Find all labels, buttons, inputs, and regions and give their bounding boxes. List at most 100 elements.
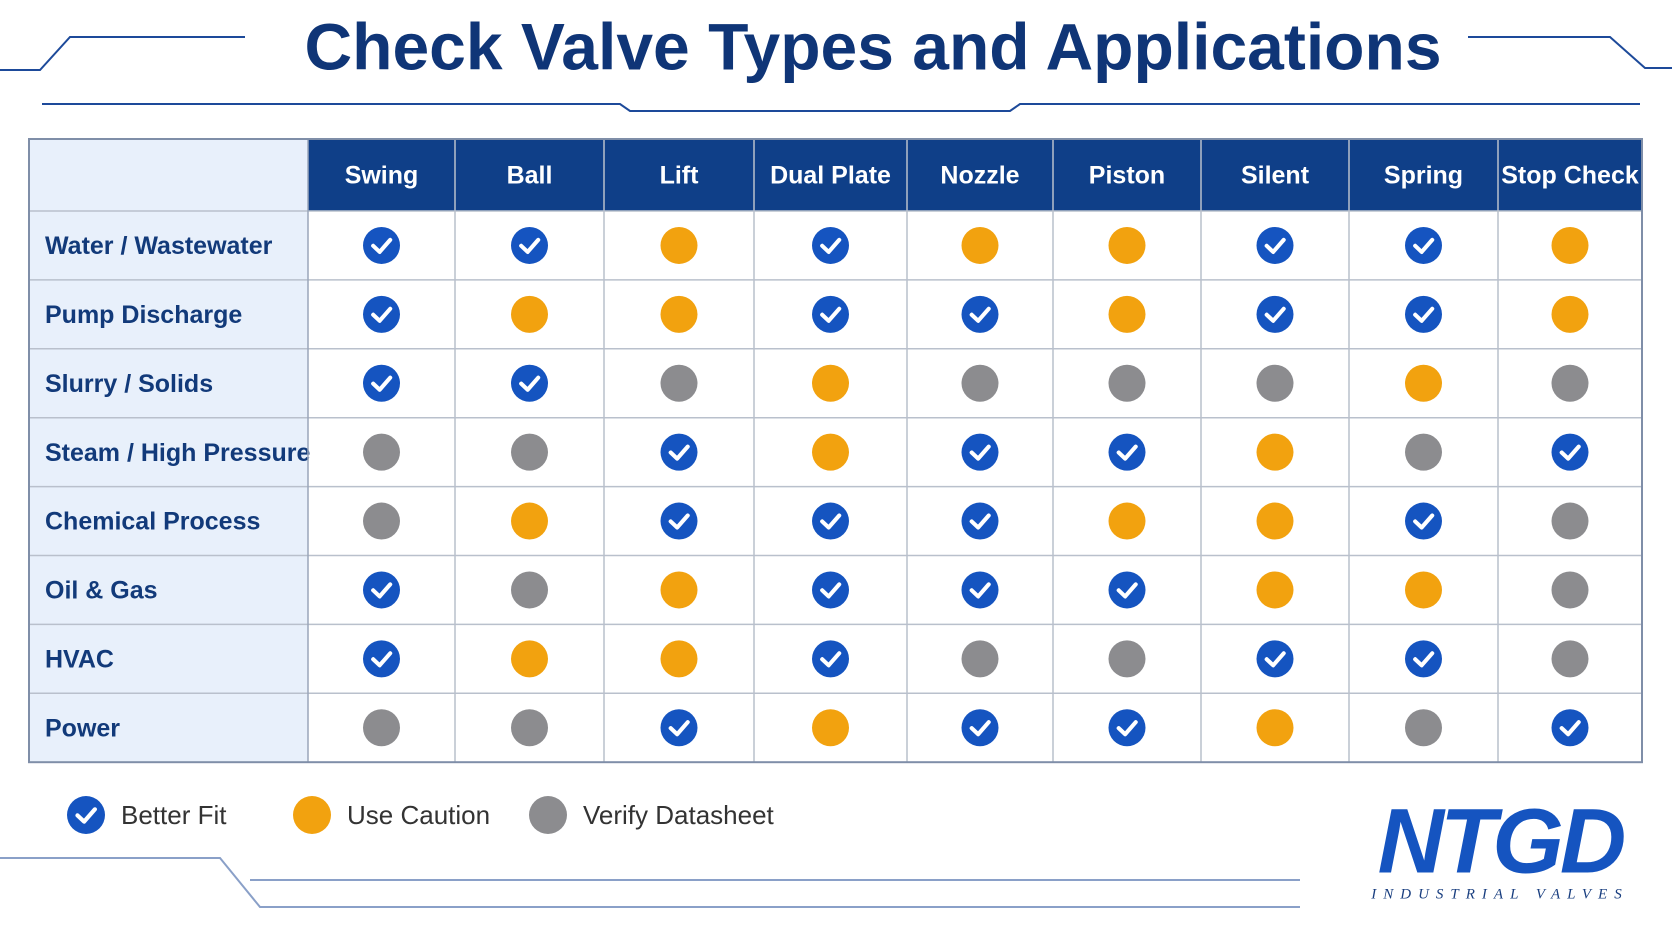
check-mark [668, 513, 690, 530]
status-icon [511, 295, 548, 333]
status-icon [1551, 226, 1589, 264]
status-icon [660, 433, 698, 471]
status-icon [1256, 364, 1294, 402]
status-icon [812, 226, 849, 264]
status-icon [1551, 640, 1589, 678]
status-icon [961, 502, 999, 540]
row-label: Chemical Process [45, 508, 260, 536]
check-mark [371, 306, 393, 323]
table: Swing Ball Lift Dual Plate Nozzle Piston Silen… [28, 138, 1643, 764]
status-icon [511, 571, 548, 609]
status-icon [363, 571, 400, 609]
status-icon [1108, 640, 1146, 678]
status-icon [1256, 433, 1294, 471]
status-icon [511, 709, 548, 747]
status-icon [1551, 364, 1589, 402]
status-icon [812, 502, 849, 540]
status-icon [961, 295, 999, 333]
check-mark [969, 306, 991, 323]
check-mark [1116, 720, 1138, 737]
check-mark [1413, 306, 1435, 323]
check-mark [1413, 513, 1435, 530]
status-icon [660, 640, 698, 678]
check-mark [371, 651, 393, 668]
status-icon [1405, 640, 1442, 678]
check-mark [1116, 444, 1138, 461]
check-mark [1413, 237, 1435, 254]
legend-label: Use Caution [347, 800, 490, 830]
status-icon [511, 226, 548, 264]
status-icon [1108, 709, 1146, 747]
status-icon [961, 571, 999, 609]
logo-tagline: INDUSTRIAL VALVES [1370, 886, 1628, 902]
header-row [308, 139, 1642, 211]
logo-name: NTGD [1378, 790, 1624, 892]
check-mark [1264, 651, 1286, 668]
status-icon [1256, 709, 1294, 747]
check-mark [820, 306, 842, 323]
status-icon [660, 295, 698, 333]
check-mark [1559, 720, 1581, 737]
check-mark [1264, 237, 1286, 254]
status-icon [1551, 571, 1589, 609]
status-icon [961, 709, 999, 747]
status-icon [363, 226, 400, 264]
check-mark [820, 237, 842, 254]
status-icon [1108, 502, 1146, 540]
column-header: Piston [1089, 162, 1165, 190]
status-icon [363, 433, 400, 471]
decoration [0, 36, 1672, 908]
status-icon [363, 502, 400, 540]
status-icon [961, 364, 999, 402]
table-border [28, 138, 1643, 764]
status-icon [1256, 571, 1294, 609]
logo: NTGD INDUSTRIAL VALVES [1370, 790, 1628, 902]
check-mark [969, 720, 991, 737]
corner-cell [29, 139, 308, 211]
status-icon [961, 226, 999, 264]
status-icon [812, 640, 849, 678]
column-header: Dual Plate [770, 162, 891, 190]
status-icon [511, 640, 548, 678]
column-header: Lift [660, 162, 700, 190]
status-icon [511, 364, 548, 402]
status-icon [961, 640, 999, 678]
status-icon [363, 640, 400, 678]
legend-label: Verify Datasheet [583, 800, 775, 830]
status-icon [1405, 502, 1442, 540]
check-mark [519, 237, 541, 254]
status-icon [1108, 364, 1146, 402]
check-mark [1559, 444, 1581, 461]
check-mark [820, 582, 842, 599]
row-label: Slurry / Solids [45, 370, 213, 398]
status-icon [961, 433, 999, 471]
status-icon [660, 709, 698, 747]
check-mark [1116, 582, 1138, 599]
status-icon [1256, 295, 1294, 333]
status-icon [1256, 502, 1294, 540]
column-header: Spring [1384, 162, 1463, 190]
status-icon [1551, 502, 1589, 540]
status-icon [293, 796, 331, 834]
status-icon [1405, 433, 1442, 471]
check-mark [668, 444, 690, 461]
status-icon [660, 364, 698, 402]
check-mark [668, 720, 690, 737]
status-icon [1108, 295, 1146, 333]
check-mark [969, 444, 991, 461]
status-icon [1551, 709, 1589, 747]
status-icon [363, 295, 400, 333]
column-header: Nozzle [940, 162, 1019, 190]
status-icon [1405, 364, 1442, 402]
row-label: HVAC [45, 645, 114, 673]
status-icon [511, 502, 548, 540]
check-mark [75, 807, 98, 824]
status-icon [1551, 295, 1589, 333]
status-icon [1405, 226, 1442, 264]
status-icon [812, 295, 849, 333]
check-mark [371, 375, 393, 392]
check-mark [519, 375, 541, 392]
status-icon [812, 709, 849, 747]
column-header: Silent [1241, 162, 1310, 190]
